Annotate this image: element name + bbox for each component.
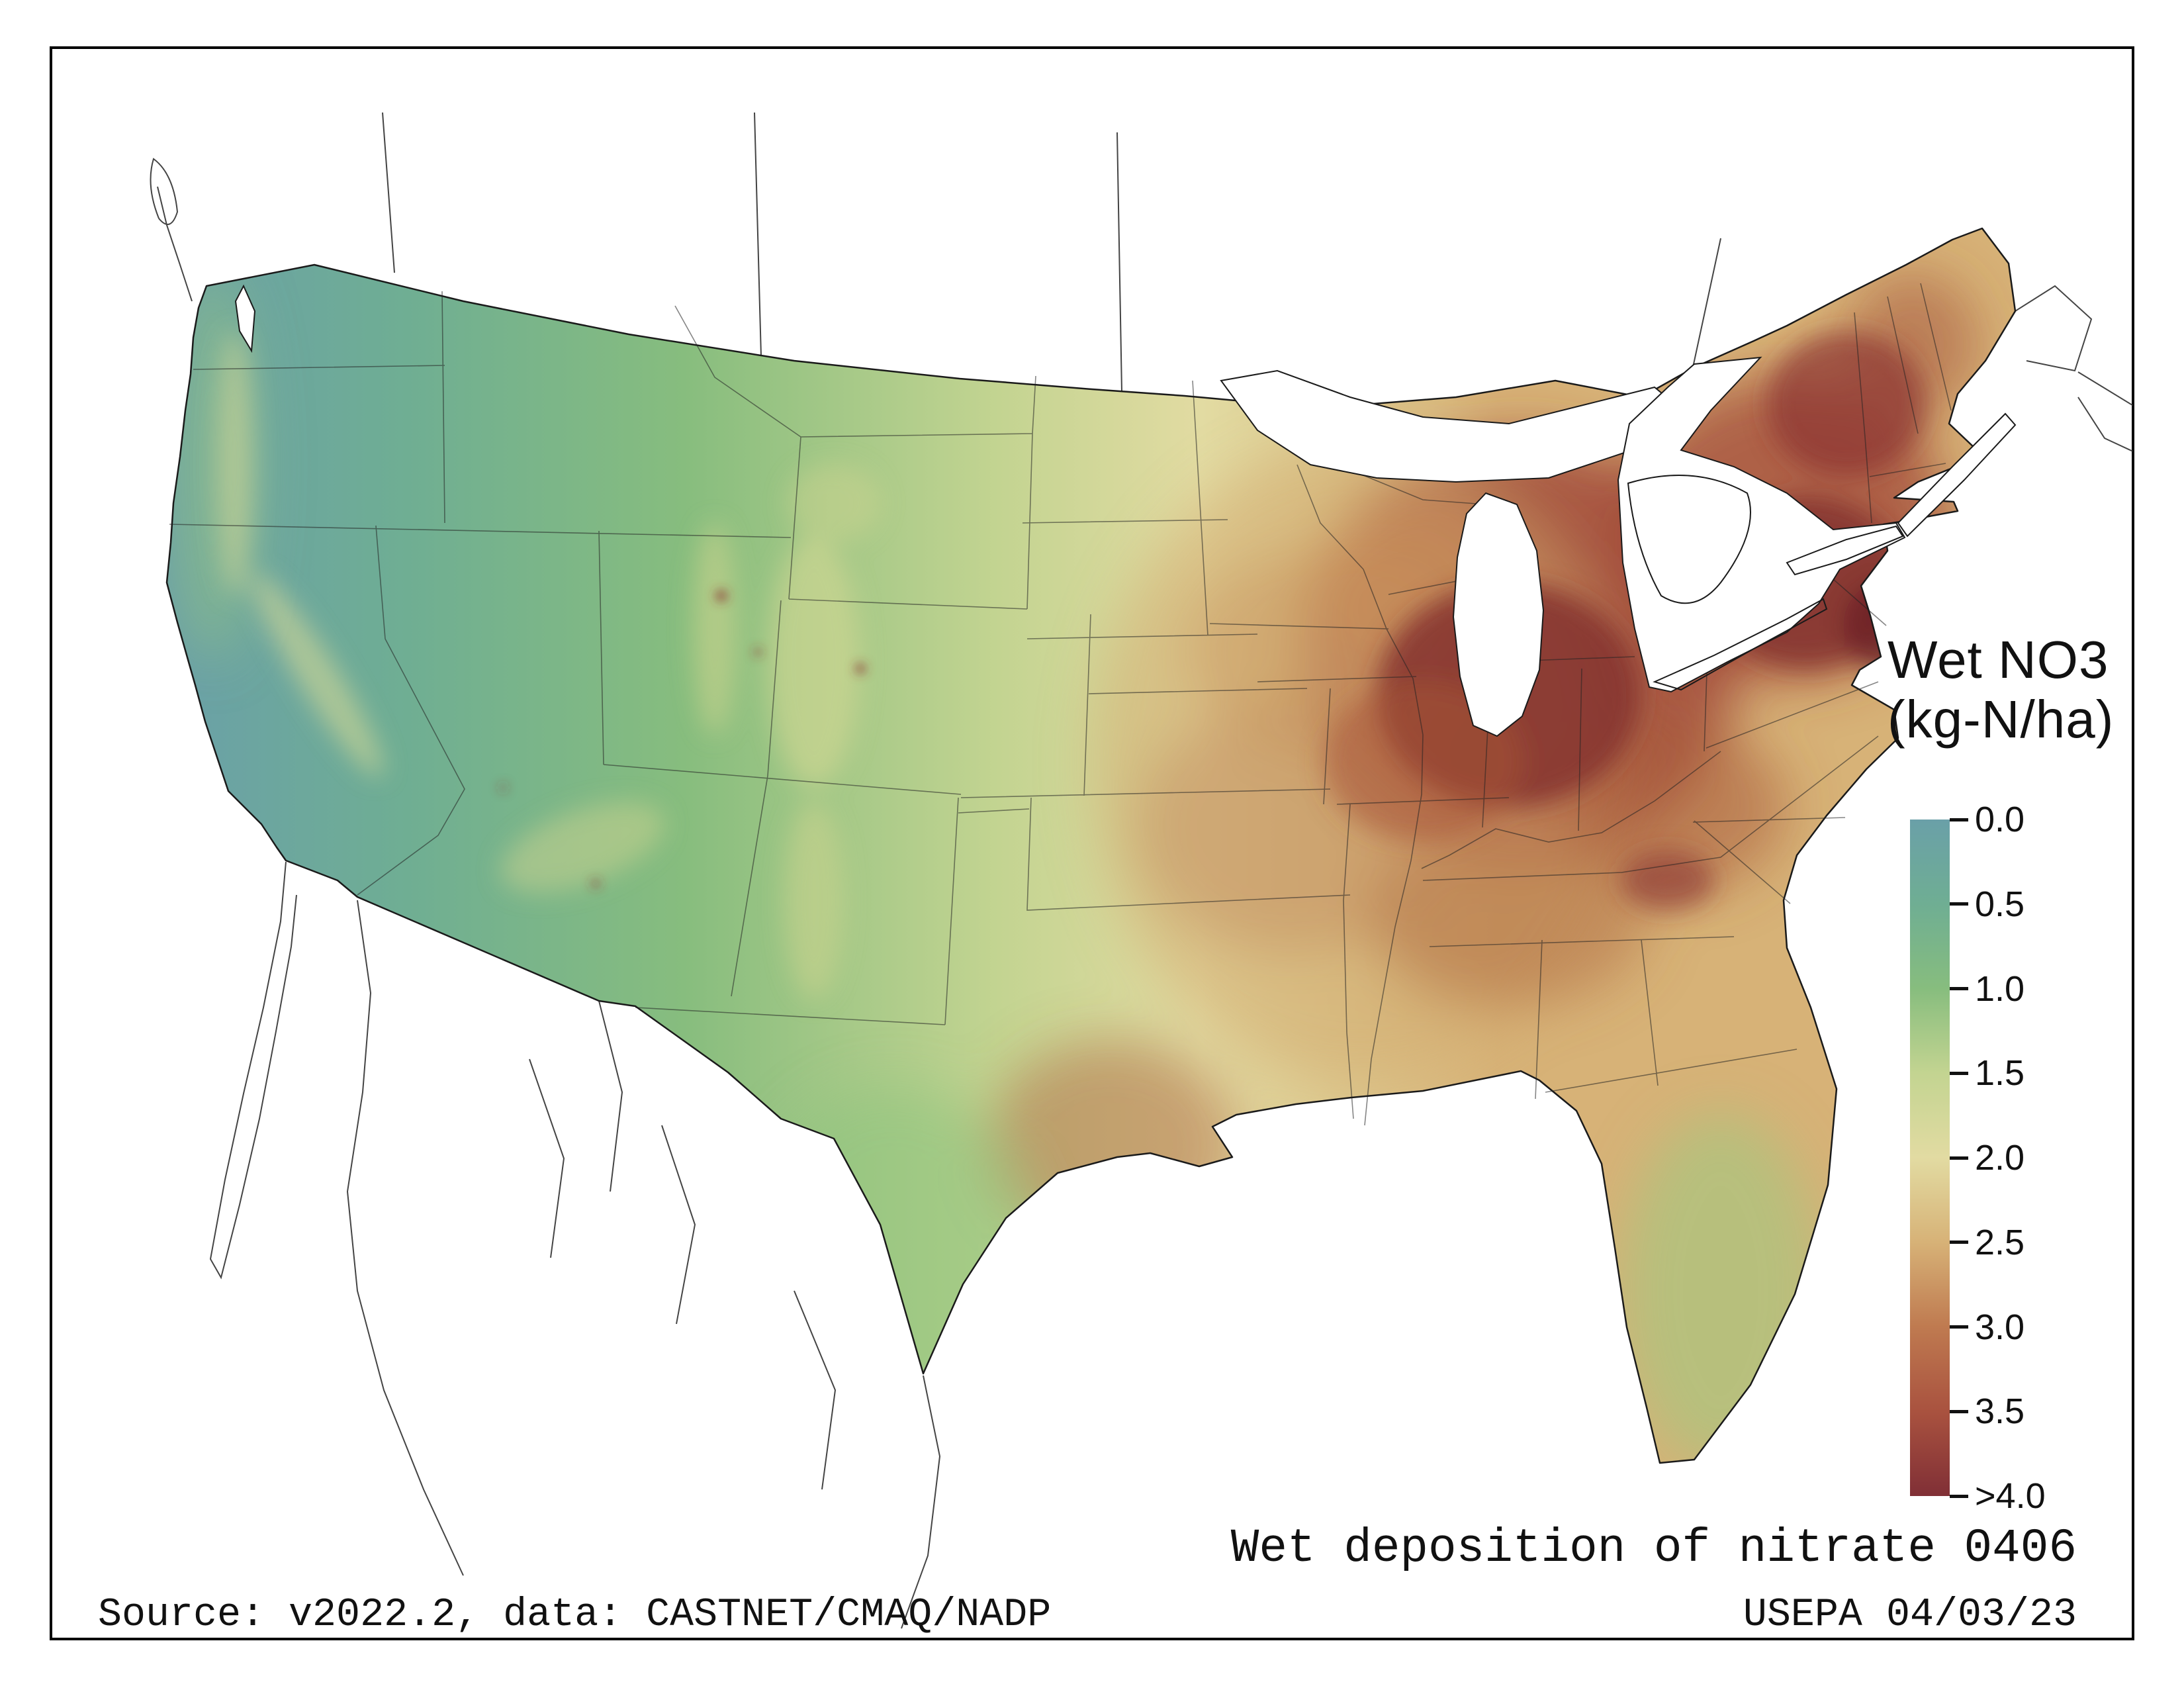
canada-boundaries bbox=[150, 112, 2132, 452]
lake-ontario-outline bbox=[1786, 525, 1904, 576]
tick-row: 3.0 bbox=[1950, 1307, 2122, 1348]
map-title: Wet deposition of nitrate 0406 bbox=[1230, 1523, 2077, 1575]
tick-mark-icon bbox=[1950, 818, 1968, 821]
tick-row: >4.0 bbox=[1950, 1476, 2122, 1517]
mexico-boundaries bbox=[209, 861, 941, 1629]
lake-michigan bbox=[1452, 492, 1545, 737]
tick-label: 1.0 bbox=[1975, 968, 2025, 1009]
legend-title-line2: (kg-N/ha) bbox=[1888, 689, 2115, 749]
plot-frame bbox=[50, 46, 2134, 1640]
tick-label: 3.0 bbox=[1975, 1307, 2025, 1347]
us-deposition-map bbox=[150, 112, 2132, 1629]
tick-row: 1.5 bbox=[1950, 1053, 2122, 1094]
colorbar-ticks: 0.0 0.5 1.0 1.5 2.0 2.5 3.0 3.5 >4.0 bbox=[1950, 800, 2122, 1516]
lake-huron-outline bbox=[1627, 475, 1751, 604]
tick-row: 3.5 bbox=[1950, 1391, 2122, 1432]
tick-row: 0.5 bbox=[1950, 884, 2122, 925]
tick-label: 2.0 bbox=[1975, 1138, 2025, 1178]
tick-mark-icon bbox=[1950, 1494, 1968, 1498]
legend-title: Wet NO3 (kg-N/ha) bbox=[1888, 630, 2114, 749]
st-lawrence-river bbox=[1897, 412, 2017, 538]
tick-label: 0.5 bbox=[1975, 884, 2025, 924]
tick-row: 2.0 bbox=[1950, 1137, 2122, 1178]
tick-mark-icon bbox=[1950, 987, 1968, 990]
colorbar bbox=[1910, 820, 1950, 1496]
tick-label: 2.5 bbox=[1975, 1222, 2025, 1262]
tick-mark-icon bbox=[1950, 1071, 1968, 1075]
tick-label: >4.0 bbox=[1975, 1476, 2046, 1516]
tick-label: 3.5 bbox=[1975, 1391, 2025, 1432]
tick-mark-icon bbox=[1950, 1156, 1968, 1160]
tick-label: 1.5 bbox=[1975, 1053, 2025, 1094]
legend-title-line1: Wet NO3 bbox=[1888, 630, 2109, 689]
tick-mark-icon bbox=[1950, 1409, 1968, 1413]
tick-mark-icon bbox=[1950, 1325, 1968, 1329]
puget-sound bbox=[234, 284, 256, 353]
tick-row: 2.5 bbox=[1950, 1222, 2122, 1263]
tick-label: 0.0 bbox=[1975, 800, 2025, 839]
source-text: Source: v2022.2, data: CASTNET/CMAQ/NADP bbox=[98, 1593, 1052, 1638]
credit-text: USEPA 04/03/23 bbox=[1743, 1593, 2077, 1638]
state-boundaries bbox=[169, 283, 1952, 1126]
tick-row: 0.0 bbox=[1950, 799, 2122, 840]
tick-row: 1.0 bbox=[1950, 968, 2122, 1009]
lake-erie-outline bbox=[1653, 598, 1828, 691]
tick-mark-icon bbox=[1950, 1241, 1968, 1244]
tick-mark-icon bbox=[1950, 902, 1968, 906]
canada-ontario-region bbox=[1617, 356, 1906, 693]
